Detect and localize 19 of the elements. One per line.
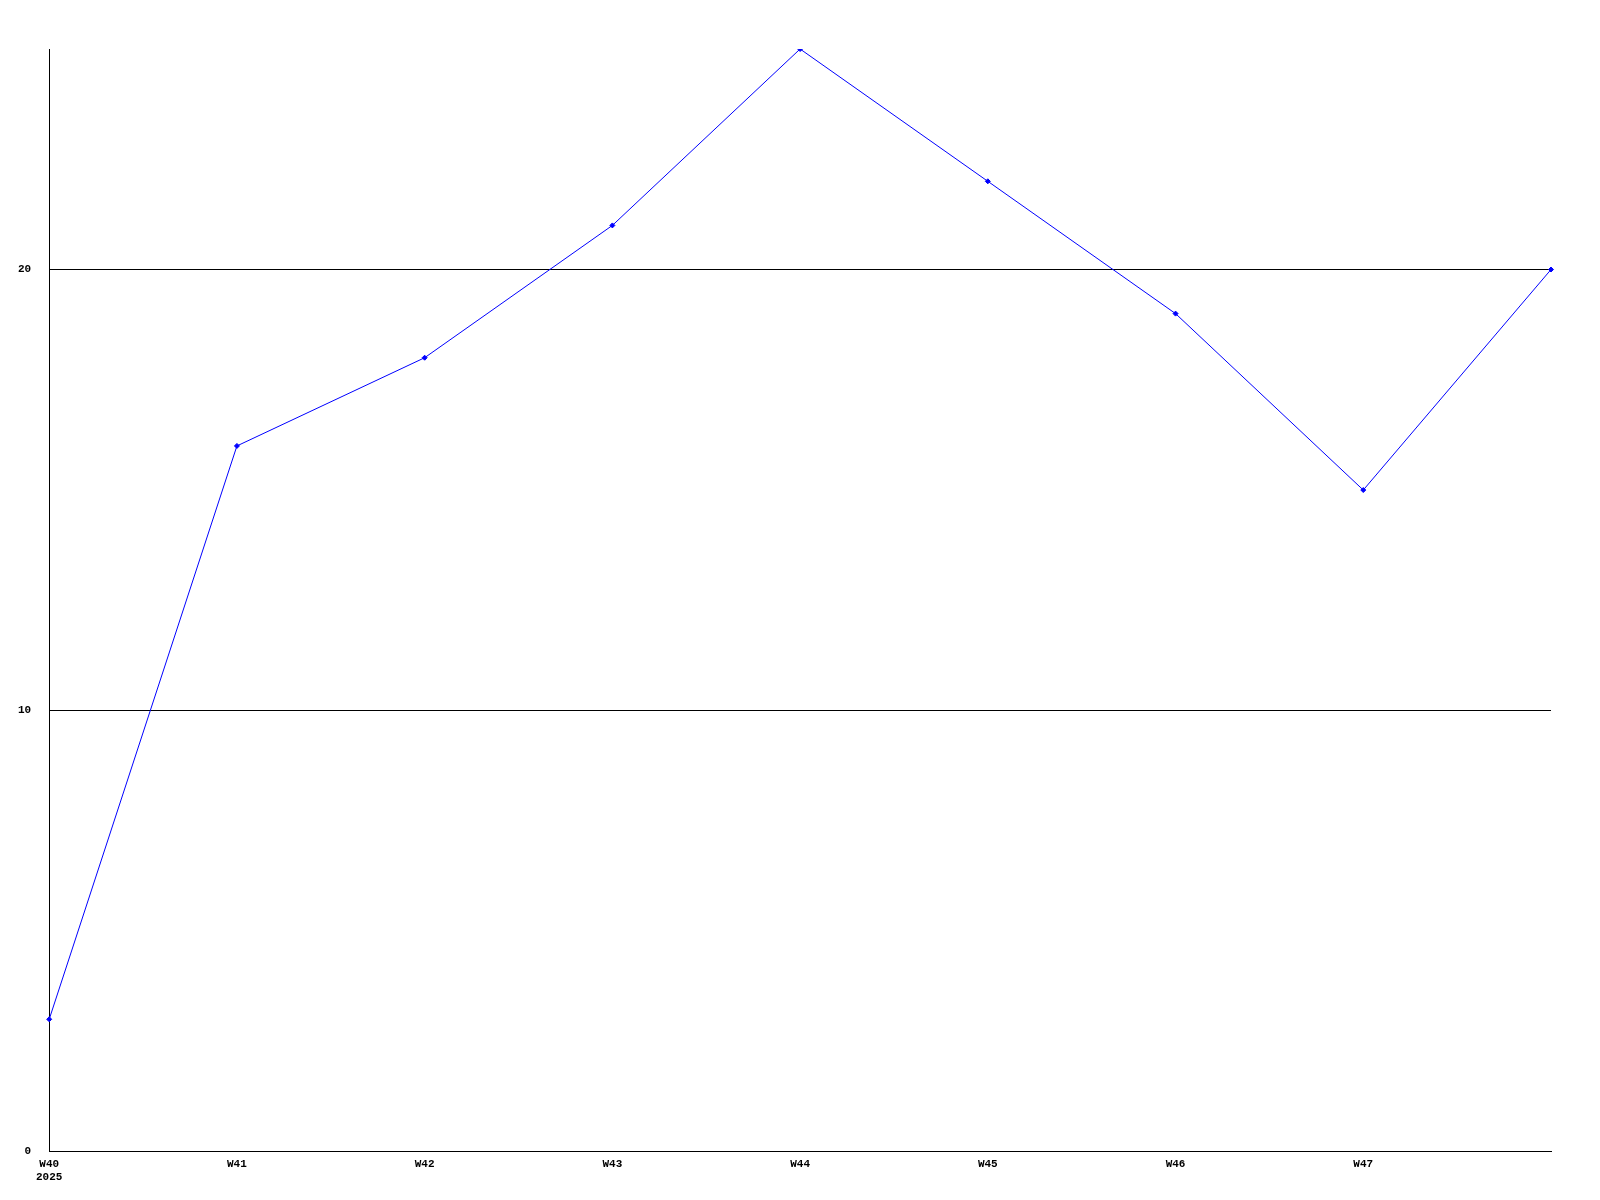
- x-tick-label: W45: [977, 1157, 999, 1170]
- point: [421, 354, 428, 361]
- x-tick-label: W46: [1165, 1157, 1186, 1170]
- point: [1360, 487, 1367, 494]
- point: [1548, 266, 1554, 273]
- x-tick-label: W40 2025: [36, 1157, 63, 1184]
- x-tick-label: W44: [790, 1157, 811, 1170]
- point: [609, 222, 616, 229]
- point: [46, 1016, 53, 1023]
- x-tick-label: W42: [414, 1157, 435, 1170]
- y-tick-label: 0: [24, 1145, 32, 1158]
- x-tick-label: W41: [227, 1157, 248, 1170]
- point: [233, 442, 240, 449]
- point: [1172, 310, 1179, 317]
- y-tick-label: 10: [18, 704, 32, 717]
- point: [984, 178, 991, 185]
- x-tick-label: W43: [602, 1157, 623, 1170]
- x-tick-label: W47: [1353, 1157, 1374, 1170]
- y-tick-label: 20: [18, 263, 32, 276]
